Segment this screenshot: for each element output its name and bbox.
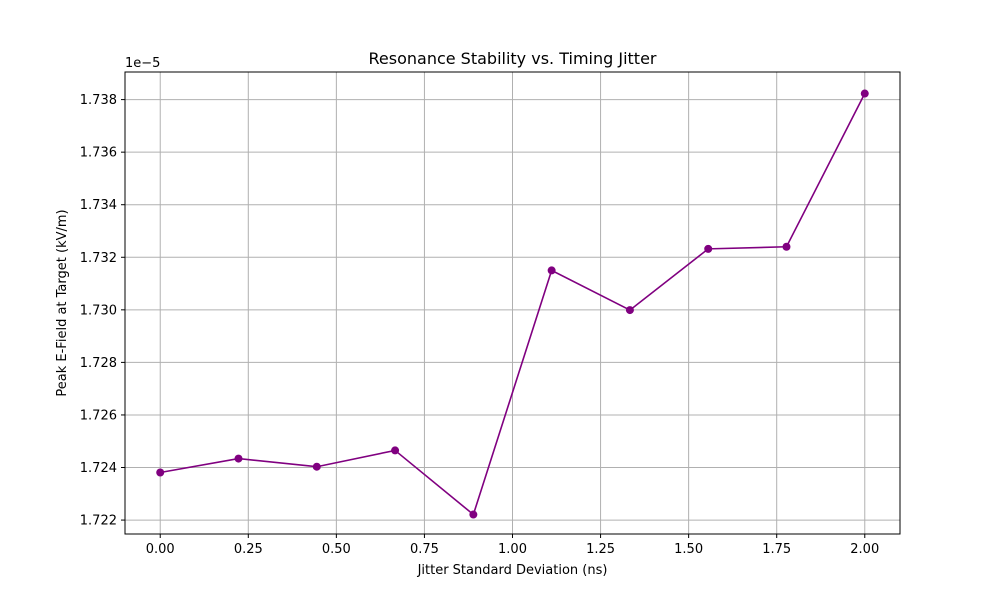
y-axis-offset-label: 1e−5 bbox=[125, 56, 160, 71]
y-tick-label: 1.728 bbox=[80, 356, 117, 371]
data-point bbox=[156, 468, 165, 477]
data-point bbox=[704, 244, 713, 253]
y-tick-label: 1.736 bbox=[80, 146, 117, 161]
y-tick-label: 1.722 bbox=[80, 514, 117, 529]
y-tick-label: 1.724 bbox=[80, 461, 117, 476]
data-point bbox=[860, 89, 869, 98]
series bbox=[156, 89, 869, 519]
y-tick-label: 1.738 bbox=[80, 93, 117, 108]
data-point bbox=[469, 510, 478, 519]
series-line bbox=[160, 93, 866, 516]
data-point bbox=[312, 462, 321, 471]
x-tick-label: 2.00 bbox=[850, 542, 879, 557]
x-tick-label: 0.25 bbox=[234, 542, 263, 557]
y-tick-label: 1.732 bbox=[80, 251, 117, 266]
x-tick-label: 1.50 bbox=[674, 542, 703, 557]
x-tick-label: 1.25 bbox=[586, 542, 615, 557]
data-point bbox=[625, 306, 634, 315]
data-point bbox=[234, 454, 243, 463]
data-point bbox=[547, 266, 556, 275]
data-point bbox=[782, 242, 791, 251]
x-tick-label: 1.00 bbox=[498, 542, 527, 557]
data-point bbox=[391, 446, 400, 455]
x-tick-label: 0.50 bbox=[322, 542, 351, 557]
x-tick-label: 1.75 bbox=[762, 542, 791, 557]
grid bbox=[125, 72, 900, 534]
x-axis-label: Jitter Standard Deviation (ns) bbox=[417, 563, 608, 578]
x-tick-label: 0.00 bbox=[146, 542, 175, 557]
y-axis-ticks: 1.722 1.724 1.726 1.728 1.730 1.732 1.734 1.736… bbox=[80, 93, 125, 529]
chart-title: Resonance Stability vs. Timing Jitter bbox=[369, 49, 657, 68]
x-tick-label: 0.75 bbox=[410, 542, 439, 557]
x-axis-ticks: 0.00 0.25 0.50 0.75 1.00 1.25 1.50 1.75 2.00 bbox=[146, 534, 879, 557]
y-axis-label: Peak E-Field at Target (kV/m) bbox=[55, 209, 70, 396]
y-tick-label: 1.726 bbox=[80, 408, 117, 423]
y-tick-label: 1.730 bbox=[80, 303, 117, 318]
y-tick-label: 1.734 bbox=[80, 198, 117, 213]
